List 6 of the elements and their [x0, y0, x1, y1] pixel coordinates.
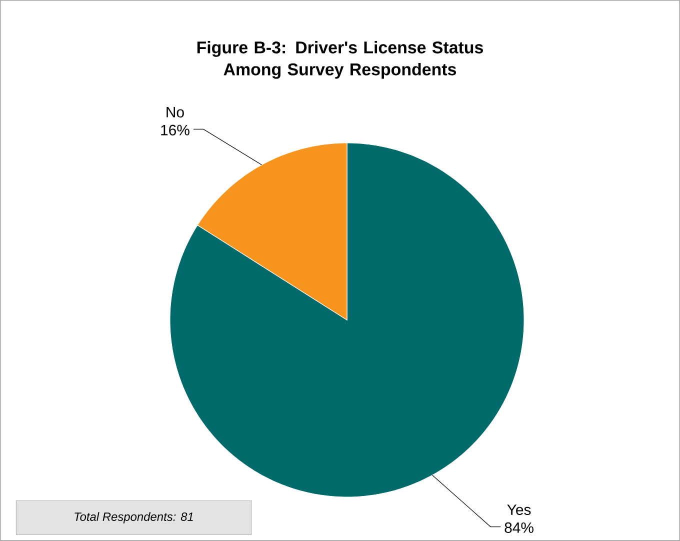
chart-title: Figure B-3: Driver's License Status Among Survey Respondents — [197, 41, 483, 79]
slice-label: Yes — [507, 504, 531, 516]
data-label: 84% — [504, 522, 534, 533]
slice-label: No — [166, 107, 184, 118]
text: Total Respondents: 81 — [74, 512, 193, 524]
data-label: 16% — [161, 124, 190, 136]
